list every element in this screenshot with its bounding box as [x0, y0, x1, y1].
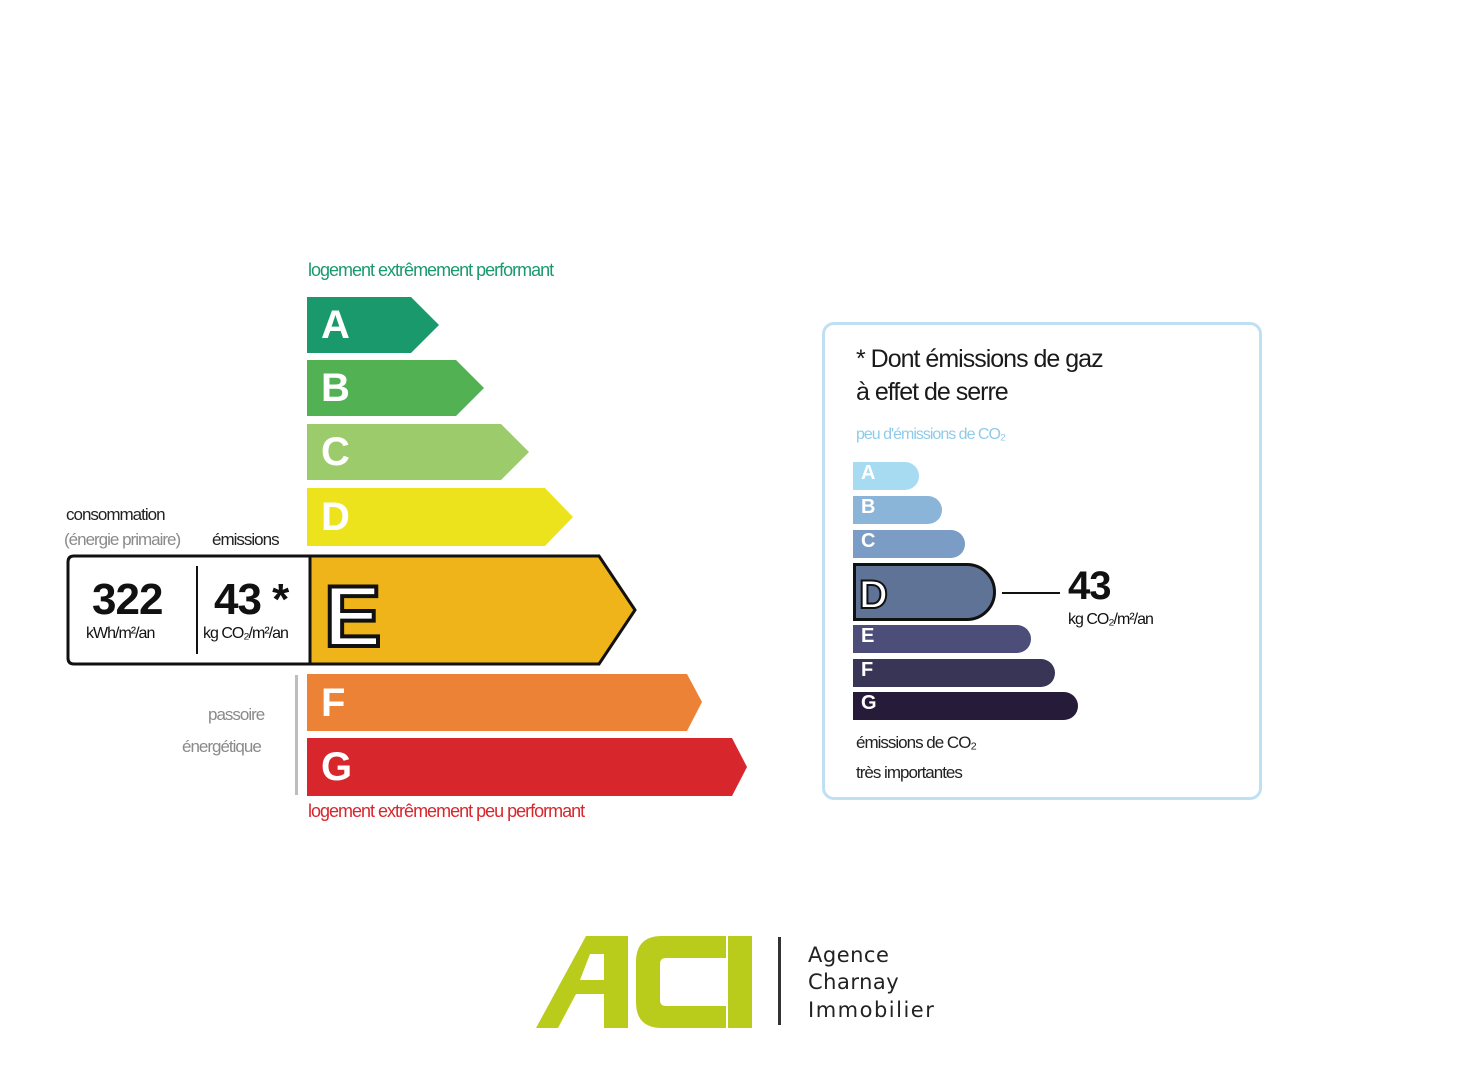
ges-bar-e-letter: E: [861, 625, 875, 647]
ges-bar-f-shape: [853, 659, 1055, 687]
ges-bar-f-letter: F: [861, 659, 874, 681]
dpe-bar-b: B: [307, 360, 484, 416]
dpe-bottom-label: logement extrêmement peu performant: [308, 801, 585, 821]
ges-unit: kg CO₂/m²/an: [1068, 611, 1154, 628]
ges-bar-f: F: [853, 659, 1055, 687]
ges-title-line1: * Dont émissions de gaz: [856, 345, 1104, 373]
ges-bottom-label-line2: très importantes: [856, 763, 963, 782]
dpe-current-row-frame: E: [66, 554, 637, 667]
dpe-bar-g: G: [307, 738, 747, 796]
ges-bar-a: A: [853, 462, 919, 490]
dpe-bar-a: A: [307, 297, 439, 353]
passoire-divider: [295, 675, 298, 795]
ges-bar-a-shape: [853, 462, 919, 490]
ges-title: * Dont émissions de gaz à effet de serre: [856, 343, 1104, 409]
dpe-bar-f: F: [307, 674, 702, 731]
dpe-bar-b-shape: [307, 360, 484, 416]
ges-bar-b: B: [853, 496, 942, 524]
ges-bar-a-letter: A: [861, 462, 876, 484]
ges-bar-d: D: [853, 563, 997, 621]
ges-bar-c-shape: [853, 530, 965, 558]
dpe-bar-f-letter: F: [321, 681, 346, 725]
dpe-bar-a-letter: A: [321, 303, 350, 347]
aci-logo-mark: [536, 936, 752, 1028]
logo-line2: Charnay: [808, 970, 900, 994]
dpe-bar-d: D: [307, 488, 573, 546]
dpe-bar-b-letter: B: [321, 366, 350, 410]
emissions-label: émissions: [212, 530, 280, 549]
passoire-label-line2: énergétique: [182, 737, 262, 756]
ges-value: 43: [1068, 564, 1111, 608]
ges-top-label: peu d'émissions de CO₂: [856, 426, 1006, 443]
ges-title-line2: à effet de serre: [856, 378, 1009, 406]
dpe-bar-c-letter: C: [321, 430, 350, 474]
emissions-unit: kg CO₂/m²/an: [203, 625, 289, 642]
dpe-bar-c: C: [307, 424, 529, 480]
dpe-bar-g-shape: [307, 738, 747, 796]
ges-bar-b-letter: B: [861, 496, 876, 518]
ges-bar-g-letter: G: [861, 692, 877, 714]
aci-logo-svg: [536, 936, 752, 1028]
dpe-current-letter: E: [324, 569, 381, 665]
consumption-unit: kWh/m²/an: [86, 625, 155, 642]
logo-line1: Agence: [808, 943, 890, 967]
ges-bar-g: G: [853, 692, 1078, 720]
ges-pointer-line: [1002, 592, 1060, 594]
dpe-bar-f-shape: [307, 674, 702, 731]
ges-current-letter: D: [859, 573, 888, 617]
dpe-top-label: logement extrêmement performant: [308, 260, 554, 280]
ges-panel: [822, 322, 1262, 800]
ges-bar-e-shape: [853, 625, 1031, 653]
ges-bottom-label-line1: émissions de CO₂: [856, 733, 977, 752]
ges-bar-e: E: [853, 625, 1031, 653]
emissions-value: 43 *: [214, 575, 289, 624]
consumption-label: consommation: [66, 505, 166, 524]
dpe-bar-d-letter: D: [321, 495, 350, 539]
passoire-label-line1: passoire: [208, 705, 265, 724]
consumption-value: 322: [92, 575, 163, 624]
consumption-sublabel: (énergie primaire): [64, 530, 181, 549]
ges-bar-c: C: [853, 530, 965, 558]
dpe-bar-a-shape: [307, 297, 439, 353]
dpe-bar-g-letter: G: [321, 745, 353, 789]
ges-bar-d-shape: D: [853, 563, 996, 621]
logo-line3: Immobilier: [808, 998, 936, 1022]
ges-bar-c-letter: C: [861, 530, 876, 552]
dpe-current-row: E 322 kWh/m²/an 43 * kg CO₂/m²/an: [66, 554, 637, 667]
dpe-bar-c-shape: [307, 424, 529, 480]
dpe-bar-d-shape: [307, 488, 573, 546]
ges-bar-g-shape: [853, 692, 1078, 720]
ges-bar-b-shape: [853, 496, 942, 524]
logo-divider: [778, 937, 781, 1025]
